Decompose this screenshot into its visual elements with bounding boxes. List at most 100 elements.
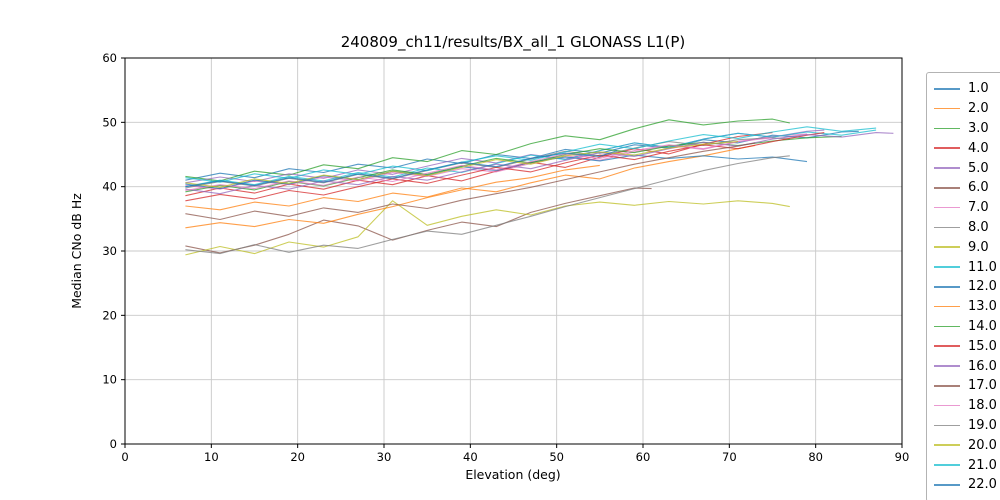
legend-item: 4.0 — [934, 138, 1000, 158]
legend-line-swatch — [934, 345, 960, 348]
legend-label: 9.0 — [968, 239, 989, 255]
series-line-4.0 — [185, 132, 773, 197]
y-tick-label: 0 — [110, 437, 117, 451]
legend-item: 6.0 — [934, 178, 1000, 198]
series-line-2.0 — [185, 144, 756, 211]
legend-item: 5.0 — [934, 158, 1000, 178]
series-line-19.0 — [185, 155, 790, 255]
x-tick-label: 60 — [636, 450, 651, 464]
series-line-20.0 — [185, 141, 739, 188]
legend-line-swatch — [934, 305, 960, 308]
legend-item: 3.0 — [934, 119, 1000, 139]
legend-label: 16.0 — [968, 358, 997, 374]
legend-item: 15.0 — [934, 336, 1000, 356]
chart-title: 240809_ch11/results/BX_all_1 GLONASS L1(… — [341, 33, 686, 52]
legend: 1.0 2.0 3.0 4.0 5.0 6.0 7.0 8.0 9.0 11.0 12.0 13.0 1… — [926, 72, 1000, 500]
x-axis-label: Elevation (deg) — [465, 467, 560, 482]
x-tick-label: 50 — [549, 450, 564, 464]
legend-item: 1.0 — [934, 79, 1000, 99]
legend-label: 4.0 — [968, 140, 989, 156]
legend-label: 20.0 — [968, 437, 997, 453]
series-line-6.0 — [185, 187, 652, 254]
series-line-11.0 — [185, 129, 877, 188]
plot-frame — [124, 57, 903, 445]
axes: 0 10 20 30 40 50 60 70 80 90 0 10 20 30 40 50 60 — [102, 51, 909, 464]
legend-item: 14.0 — [934, 317, 1000, 337]
legend-item: 22.0 — [934, 475, 1000, 495]
legend-label: 12.0 — [968, 279, 997, 295]
legend-item: 2.0 — [934, 99, 1000, 119]
y-axis-label: Median CNo dB Hz — [69, 193, 84, 309]
series-line-3.0 — [185, 118, 790, 182]
x-tick-label: 90 — [895, 450, 910, 464]
legend-line-swatch — [934, 286, 960, 288]
legend-item: 9.0 — [934, 237, 1000, 257]
legend-line-swatch — [934, 206, 960, 209]
legend-label: 6.0 — [968, 180, 989, 196]
legend-line-swatch — [934, 187, 960, 189]
x-tick-label: 20 — [290, 450, 305, 464]
legend-label: 5.0 — [968, 160, 989, 176]
legend-label: 1.0 — [968, 81, 989, 97]
y-tick-label: 20 — [102, 308, 117, 322]
legend-line-swatch — [934, 147, 960, 150]
series-line-12.0 — [185, 154, 808, 190]
legend-label: 11.0 — [968, 259, 997, 275]
legend-line-swatch — [934, 266, 960, 268]
legend-line-swatch — [934, 464, 960, 466]
series-line-9.0 — [185, 200, 790, 256]
series-line-21.0 — [185, 126, 877, 183]
legend-label: 13.0 — [968, 299, 997, 315]
legend-item: 16.0 — [934, 356, 1000, 376]
x-tick-label: 40 — [463, 450, 478, 464]
legend-item: 7.0 — [934, 198, 1000, 218]
series-lines — [185, 118, 894, 256]
legend-item: 11.0 — [934, 257, 1000, 277]
series-line-17.0 — [185, 142, 756, 221]
legend-label: 21.0 — [968, 457, 997, 473]
legend-item: 19.0 — [934, 416, 1000, 436]
legend-label: 8.0 — [968, 219, 989, 235]
legend-item: 13.0 — [934, 297, 1000, 317]
legend-label: 7.0 — [968, 200, 989, 216]
series-line-15.0 — [185, 132, 825, 202]
y-tick-label: 50 — [102, 115, 117, 129]
legend-line-swatch — [934, 226, 960, 229]
legend-line-swatch — [934, 404, 960, 407]
legend-line-swatch — [934, 444, 960, 447]
x-tick-label: 80 — [808, 450, 823, 464]
legend-label: 17.0 — [968, 378, 997, 394]
legend-line-swatch — [934, 107, 960, 110]
legend-line-swatch — [934, 88, 960, 90]
x-tick-label: 30 — [377, 450, 392, 464]
x-tick-label: 0 — [121, 450, 128, 464]
legend-line-swatch — [934, 246, 960, 249]
legend-line-swatch — [934, 365, 960, 367]
legend-line-swatch — [934, 127, 960, 130]
legend-line-swatch — [934, 167, 960, 169]
legend-line-swatch — [934, 484, 960, 486]
legend-item: 17.0 — [934, 376, 1000, 396]
y-tick-label: 10 — [102, 373, 117, 387]
y-tick-label: 60 — [102, 51, 117, 65]
legend-item: 12.0 — [934, 277, 1000, 297]
legend-item: 20.0 — [934, 435, 1000, 455]
legend-line-swatch — [934, 325, 960, 328]
series-line-16.0 — [185, 132, 894, 195]
series-line-13.0 — [185, 164, 600, 229]
legend-label: 2.0 — [968, 101, 989, 117]
y-tick-label: 30 — [102, 244, 117, 258]
legend-label: 3.0 — [968, 120, 989, 136]
legend-label: 19.0 — [968, 417, 997, 433]
series-line-22.0 — [185, 150, 618, 188]
legend-item: 8.0 — [934, 218, 1000, 238]
x-tick-label: 70 — [722, 450, 737, 464]
y-tick-label: 40 — [102, 180, 117, 194]
legend-label: 18.0 — [968, 398, 997, 414]
series-line-7.0 — [185, 133, 808, 190]
legend-item: 18.0 — [934, 396, 1000, 416]
legend-label: 22.0 — [968, 477, 997, 493]
x-tick-label: 10 — [204, 450, 219, 464]
